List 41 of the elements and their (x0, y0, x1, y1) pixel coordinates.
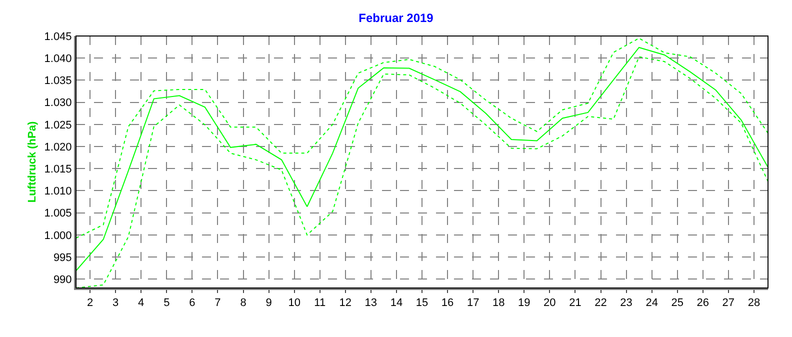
x-tick-label: 4 (138, 297, 144, 310)
x-tick-label: 18 (492, 297, 505, 310)
x-tick-label: 10 (288, 297, 300, 310)
y-tick-label: 995 (53, 252, 72, 264)
x-tick-label: 13 (364, 297, 378, 310)
y-tick-label: 1.045 (44, 30, 72, 43)
x-tick-label: 21 (569, 297, 582, 310)
x-tick-label: 9 (266, 297, 272, 310)
x-tick-label: 3 (112, 297, 119, 310)
x-tick-label: 16 (441, 297, 454, 310)
x-tick-label: 7 (214, 297, 221, 310)
x-tick-label: 28 (748, 297, 760, 310)
x-tick-label: 25 (671, 297, 684, 310)
y-tick-label: 1.020 (44, 141, 72, 154)
x-tick-label: 5 (164, 297, 170, 310)
x-tick-label: 8 (240, 297, 246, 310)
y-tick-label: 1.025 (44, 119, 72, 132)
x-tick-label: 12 (339, 297, 352, 310)
x-tick-label: 23 (620, 297, 632, 310)
y-tick-label: 1.000 (44, 230, 72, 242)
x-tick-label: 15 (416, 297, 428, 310)
x-tick-label: 24 (646, 297, 658, 310)
y-tick-label: 1.005 (44, 208, 72, 220)
x-tick-label: 14 (390, 297, 403, 310)
chart-title: Februar 2019 (358, 10, 434, 25)
x-tick-label: 17 (466, 297, 480, 310)
y-tick-label: 1.015 (44, 163, 72, 176)
x-tick-label: 27 (722, 297, 735, 310)
x-tick-label: 19 (518, 297, 530, 310)
y-axis-title: Luftdruck (hPa) (26, 121, 38, 203)
x-tick-label: 20 (544, 297, 556, 310)
y-tick-label: 1.010 (44, 186, 72, 198)
x-tick-label: 22 (594, 297, 607, 310)
x-tick-label: 11 (314, 297, 326, 310)
y-tick-label: 1.040 (44, 52, 72, 65)
y-tick-label: 990 (53, 274, 72, 286)
x-tick-label: 6 (189, 297, 196, 310)
x-tick-label: 2 (86, 297, 94, 310)
y-tick-label: 1.035 (44, 75, 72, 88)
x-tick-label: 26 (696, 297, 710, 310)
y-tick-label: 1.030 (44, 97, 72, 110)
